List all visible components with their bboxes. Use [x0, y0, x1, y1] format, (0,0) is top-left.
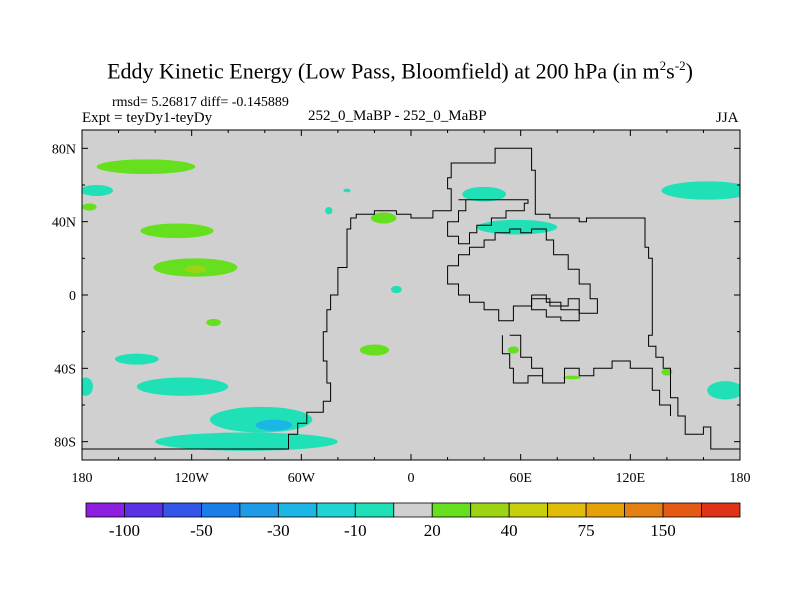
anomaly-pacific-42s [661, 368, 673, 376]
colorbar-swatch-11 [508, 502, 549, 518]
anomaly-south-pacific-35s [114, 353, 159, 365]
anomaly-indian-45s [562, 375, 581, 380]
stats-label: rmsd= 5.26817 diff= -0.145889 [112, 95, 289, 110]
anomaly-pacific-35n [140, 223, 214, 239]
anomaly-australia-30s [507, 346, 519, 354]
colorbar-swatch-1 [124, 502, 164, 518]
x-tick-label: 0 [408, 471, 415, 486]
anomaly-east-edge-55n [661, 181, 740, 200]
colorbar: -100 -50 -30 -10 20 40 75 150 [85, 502, 741, 540]
anomaly-small-eq [390, 285, 402, 294]
anomaly-atlantic-42n [370, 212, 397, 224]
colorbar-label: -100 [109, 521, 140, 540]
boundary-sea-loop [447, 228, 598, 322]
title-superscript-2: -2 [674, 58, 686, 73]
center-label: 252_0_MaBP - 252_0_MaBP [308, 108, 487, 124]
colorbar-label: 150 [650, 521, 676, 540]
anomaly-asia-55n [462, 186, 507, 202]
colorbar-label: -10 [344, 521, 367, 540]
colorbar-swatch-2 [162, 502, 202, 518]
boundary-inner-loop [447, 199, 529, 245]
title-mid: s [666, 58, 675, 84]
y-tick-label: 40N [52, 216, 76, 231]
anomaly-pacific-15n-core [184, 265, 207, 274]
colorbar-swatch-14 [624, 502, 664, 518]
boundary-lines [82, 147, 740, 450]
y-tick-label: 0 [69, 289, 76, 304]
colorbar-label: 20 [424, 521, 441, 540]
colorbar-label: -30 [267, 521, 290, 540]
colorbar-swatch-8 [393, 502, 433, 518]
anomaly-south-pacific-50s [136, 377, 229, 396]
anomaly-small-55n [343, 188, 351, 193]
anomaly-north-pacific-70n [96, 159, 196, 175]
anomaly-south-pacific-70s-core [255, 419, 293, 431]
colorbar-label: 40 [501, 521, 518, 540]
title-superscript-1: 2 [659, 58, 667, 73]
colorbar-swatch-13 [585, 502, 625, 518]
colorbar-swatch-10 [470, 502, 510, 518]
anomaly-east-edge-50s [707, 381, 740, 400]
title-main: Eddy Kinetic Energy (Low Pass, Bloomfiel… [107, 58, 660, 84]
colorbar-label: -50 [190, 521, 213, 540]
colorbar-swatch-4 [239, 502, 279, 518]
boundary-continent-left [82, 147, 740, 450]
colorbar-swatch-12 [547, 502, 587, 518]
boundary-continent-right [509, 334, 671, 416]
x-tick-label: 60E [509, 471, 532, 486]
boundary-south-hook [501, 335, 543, 384]
anomaly-west-edge-55n [82, 185, 114, 196]
colorbar-swatch-16 [701, 502, 741, 518]
anomaly-small-45n [325, 207, 333, 215]
colorbar-swatch-6 [316, 502, 356, 518]
anomaly-west-edge-48n [82, 203, 97, 211]
colorbar-swatch-0 [85, 502, 125, 518]
colorbar-swatch-3 [201, 502, 241, 518]
anomaly-west-edge-50s [82, 377, 93, 396]
x-tick-label: 120W [175, 471, 210, 486]
y-tick-label: 80S [54, 436, 76, 451]
season-label: JJA [716, 110, 739, 126]
colorbar-swatch-5 [277, 502, 318, 518]
plot-background [82, 130, 740, 460]
axes: 180 120W 60W 0 60E 120E 180 80N 40N 0 40S 80S [52, 130, 751, 486]
y-tick-label: 80N [52, 142, 76, 157]
anomaly-regions [82, 159, 740, 451]
colorbar-label: 75 [578, 521, 595, 540]
chart-title: Eddy Kinetic Energy (Low Pass, Bloomfiel… [0, 58, 800, 84]
boundary-peninsula-loop [531, 294, 580, 322]
colorbar-swatch-7 [354, 502, 395, 518]
anomaly-south-pacific-80s [155, 432, 338, 451]
x-tick-label: 120E [616, 471, 646, 486]
colorbar-swatch-9 [431, 502, 472, 518]
anomaly-asia-38n [476, 219, 558, 235]
y-tick-label: 40S [54, 362, 76, 377]
anomaly-atlantic-30s [359, 344, 390, 356]
x-tick-label: 180 [730, 471, 751, 486]
colorbar-swatch-15 [662, 502, 702, 518]
x-tick-label: 60W [288, 471, 316, 486]
experiment-label: Expt = teyDy1-teyDy [82, 110, 213, 126]
title-end: ) [685, 58, 693, 84]
anomaly-small-15s [206, 318, 221, 327]
x-tick-label: 180 [72, 471, 93, 486]
